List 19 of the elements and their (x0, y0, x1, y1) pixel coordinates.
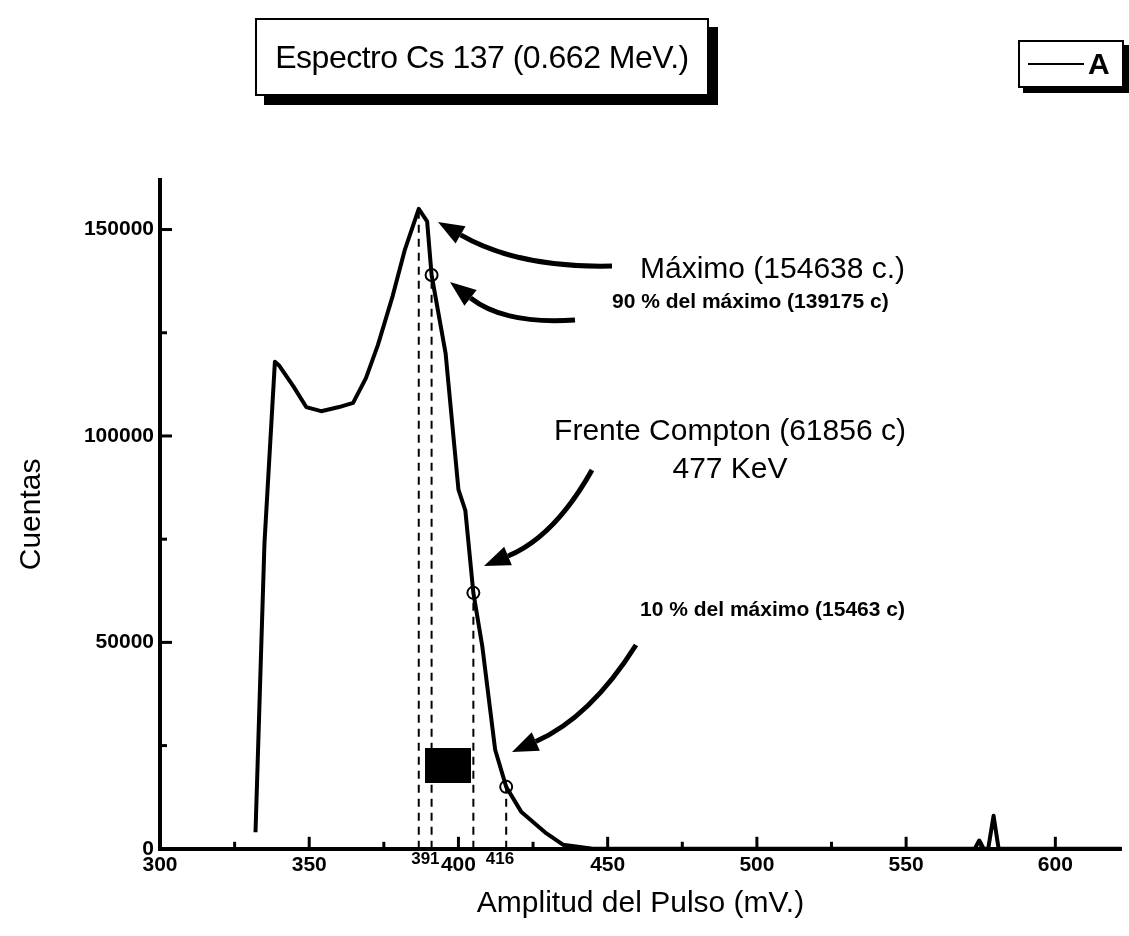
x-axis-title: Amplitud del Pulso (mV.) (476, 885, 805, 919)
legend-label: A (1088, 47, 1110, 81)
x-tick-label: 500 (739, 852, 775, 876)
ref-line-label: 416 (485, 848, 515, 868)
y-tick-label: 100000 (83, 422, 154, 446)
annotation: 10 % del máximo (15463 c) (640, 596, 905, 620)
x-tick-label: 400 (440, 852, 476, 876)
y-tick-label: 50000 (95, 629, 154, 653)
ref-line-label: 391 (411, 848, 440, 868)
chart-title: Espectro Cs 137 (0.662 MeV.) (255, 18, 709, 96)
annotation: Máximo (154638 c.) (640, 251, 906, 285)
y-tick-label: 150000 (83, 216, 154, 240)
y-axis-title: Cuentas (13, 458, 47, 571)
x-tick-label: 450 (590, 852, 626, 876)
x-tick-label: 600 (1037, 852, 1073, 876)
x-tick-label: 550 (888, 852, 924, 876)
annotation: 90 % del máximo (139175 c) (612, 288, 889, 312)
x-tick-label: 350 (291, 852, 327, 876)
annotation: Frente Compton (61856 c) 477 KeV (554, 413, 906, 485)
